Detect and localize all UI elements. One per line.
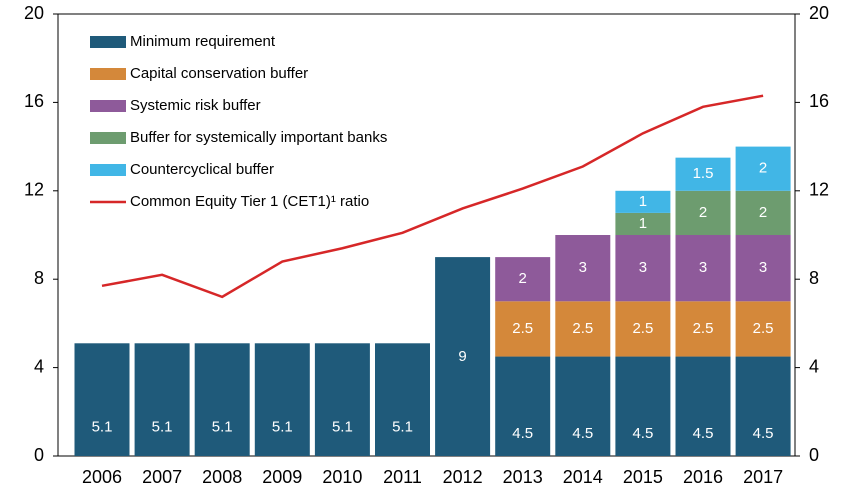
- value-label: 1.5: [693, 165, 714, 182]
- x-tick-label: 2010: [322, 467, 362, 487]
- x-tick-label: 2011: [383, 467, 422, 487]
- value-label: 2: [759, 160, 767, 177]
- value-label: 5.1: [332, 419, 353, 436]
- bar-segment: [435, 257, 491, 456]
- x-tick-label: 2017: [743, 467, 783, 487]
- bar-segment: [254, 343, 310, 456]
- value-label: 2.5: [753, 320, 774, 337]
- legend-swatch: [90, 132, 126, 144]
- bar-segment: [675, 157, 731, 191]
- y2-tick-label: 4: [809, 356, 819, 376]
- value-label: 4.5: [572, 425, 593, 442]
- legend-label: Countercyclical buffer: [130, 161, 274, 178]
- y-tick-label: 20: [24, 3, 44, 23]
- bar-segment: [615, 212, 671, 235]
- x-tick-label: 2008: [202, 467, 242, 487]
- value-label: 5.1: [152, 419, 173, 436]
- legend-label: Capital conservation buffer: [130, 65, 308, 82]
- value-label: 1: [639, 215, 647, 232]
- bar-segment: [555, 235, 611, 302]
- y2-tick-label: 8: [809, 268, 819, 288]
- value-label: 4.5: [512, 425, 533, 442]
- bar-segment: [735, 235, 791, 302]
- x-tick-label: 2015: [623, 467, 663, 487]
- legend-swatch: [90, 68, 126, 80]
- value-label: 2.5: [632, 320, 653, 337]
- bar-segment: [134, 343, 190, 456]
- value-label: 2: [519, 270, 527, 287]
- y-tick-label: 12: [24, 180, 44, 200]
- y2-tick-label: 16: [809, 91, 829, 111]
- value-label: 2.5: [512, 320, 533, 337]
- value-label: 5.1: [92, 419, 113, 436]
- bar-segment: [555, 301, 611, 357]
- bar-segment: [314, 343, 370, 456]
- bar-segment: [615, 235, 671, 302]
- value-label: 2.5: [572, 320, 593, 337]
- value-label: 5.1: [392, 419, 413, 436]
- x-tick-label: 2014: [563, 467, 603, 487]
- value-label: 3: [759, 259, 767, 276]
- value-label: 5.1: [272, 419, 293, 436]
- legend-label: Minimum requirement: [130, 33, 276, 50]
- value-label: 3: [579, 259, 587, 276]
- x-tick-label: 2006: [82, 467, 122, 487]
- x-tick-label: 2012: [443, 467, 483, 487]
- legend-swatch: [90, 36, 126, 48]
- legend-swatch: [90, 164, 126, 176]
- value-label: 4.5: [693, 425, 714, 442]
- bar-segment: [495, 301, 551, 357]
- value-label: 1: [639, 193, 647, 210]
- bar-segment: [615, 301, 671, 357]
- y-tick-label: 8: [34, 268, 44, 288]
- y-tick-label: 0: [34, 445, 44, 465]
- legend-swatch: [90, 100, 126, 112]
- bar-segment: [495, 356, 551, 456]
- y-tick-label: 16: [24, 91, 44, 111]
- value-label: 4.5: [632, 425, 653, 442]
- x-tick-label: 2009: [262, 467, 302, 487]
- value-label: 3: [639, 259, 647, 276]
- bar-segment: [675, 356, 731, 456]
- legend-label: Common Equity Tier 1 (CET1)¹ ratio: [130, 193, 369, 210]
- x-tick-label: 2016: [683, 467, 723, 487]
- legend-label: Buffer for systemically important banks: [130, 129, 387, 146]
- bar-segment: [194, 343, 250, 456]
- bar-segment: [495, 257, 551, 302]
- legend-label: Systemic risk buffer: [130, 97, 261, 114]
- value-label: 9: [458, 348, 466, 365]
- bar-segment: [555, 356, 611, 456]
- bar-segment: [74, 343, 130, 456]
- bar-segment: [375, 343, 430, 456]
- x-tick-label: 2007: [142, 467, 182, 487]
- bar-segment: [735, 356, 791, 456]
- y2-tick-label: 0: [809, 445, 819, 465]
- value-label: 2: [759, 204, 767, 221]
- line: [101, 94, 764, 299]
- bar-segment: [615, 356, 671, 456]
- value-label: 4.5: [753, 425, 774, 442]
- bar-segment: [675, 190, 731, 235]
- bar-segment: [675, 235, 731, 302]
- bar-segment: [735, 146, 791, 191]
- x-tick-label: 2013: [503, 467, 543, 487]
- value-label: 2: [699, 204, 707, 221]
- y2-tick-label: 12: [809, 180, 829, 200]
- value-label: 2.5: [693, 320, 714, 337]
- bar-segment: [735, 190, 791, 235]
- bar-segment: [735, 301, 791, 357]
- y-tick-label: 4: [34, 356, 44, 376]
- value-label: 5.1: [212, 419, 233, 436]
- bar-segment: [615, 190, 671, 213]
- value-label: 3: [699, 259, 707, 276]
- bar-segment: [675, 301, 731, 357]
- y2-tick-label: 20: [809, 3, 829, 23]
